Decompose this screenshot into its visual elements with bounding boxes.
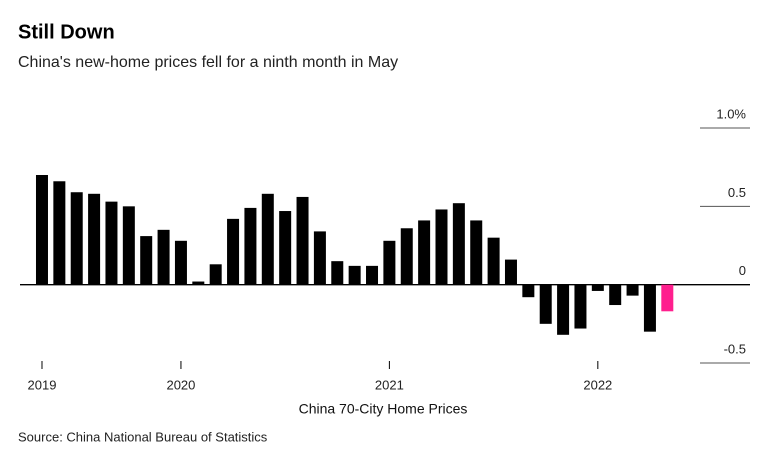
- bar: [487, 237, 500, 285]
- bar: [105, 201, 118, 285]
- bar: [643, 284, 656, 332]
- bar: [192, 281, 205, 285]
- bar: [122, 206, 135, 285]
- x-tick-label: 2019: [28, 377, 57, 392]
- bar: [227, 218, 240, 285]
- bar: [174, 240, 187, 285]
- bar: [244, 207, 257, 285]
- bar: [366, 265, 379, 285]
- bar: [209, 264, 222, 285]
- bar: [591, 284, 604, 291]
- bar: [435, 209, 448, 285]
- bar: [140, 236, 153, 285]
- bar: [348, 265, 361, 285]
- x-axis-label: China 70-City Home Prices: [299, 401, 468, 417]
- chart-title: Still Down: [18, 21, 115, 43]
- bar: [574, 284, 587, 329]
- y-tick-label: 1.0%: [716, 106, 746, 121]
- bar: [522, 284, 535, 298]
- bar: [70, 192, 83, 285]
- bar: [53, 181, 66, 285]
- bar: [35, 175, 48, 285]
- chart-subtitle: China's new-home prices fell for a ninth…: [18, 54, 398, 71]
- bar: [261, 193, 274, 285]
- x-tick-label: 2020: [166, 377, 195, 392]
- bar: [331, 261, 344, 285]
- bar: [157, 229, 170, 285]
- bar: [661, 284, 674, 312]
- bar: [383, 240, 396, 285]
- bar: [452, 203, 465, 285]
- y-tick-label: -0.5: [724, 341, 746, 356]
- bar: [88, 193, 101, 285]
- bar: [557, 284, 570, 335]
- y-tick-label: 0.5: [728, 185, 746, 200]
- y-tick-label: 0: [739, 263, 746, 278]
- bar: [470, 220, 483, 285]
- x-tick-label: 2022: [583, 377, 612, 392]
- bar: [279, 211, 292, 285]
- bar: [313, 231, 326, 285]
- bar: [539, 284, 552, 324]
- bar: [296, 196, 309, 285]
- x-tick-label: 2021: [375, 377, 404, 392]
- bar: [626, 284, 639, 296]
- bar: [609, 284, 622, 306]
- bar: [504, 259, 517, 285]
- bar: [418, 220, 431, 285]
- bar: [400, 228, 413, 285]
- source: Source: China National Bureau of Statist…: [18, 429, 268, 444]
